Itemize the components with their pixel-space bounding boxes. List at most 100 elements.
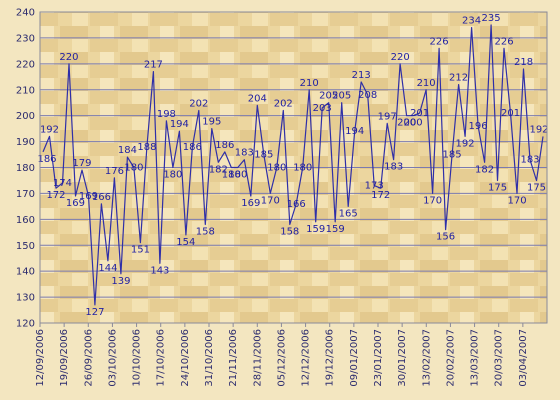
data-label: 226 [494,36,513,47]
x-tick-label: 31/10/2006 [204,329,215,387]
x-tick-label: 20/02/2007 [445,329,456,387]
data-label: 180 [222,170,241,181]
x-tick-label: 10/10/2006 [132,329,143,387]
data-label: 166 [92,192,111,203]
data-label: 201 [410,108,429,119]
data-label: 202 [189,98,208,109]
data-label: 205 [332,91,351,102]
data-label: 220 [391,52,410,63]
x-tick-label: 03/10/2006 [107,329,118,387]
data-label: 235 [482,13,501,24]
data-label: 185 [443,150,462,161]
data-label: 210 [300,78,319,89]
data-label: 184 [118,145,137,156]
x-tick-label: 05/12/2006 [276,329,287,387]
data-label: 201 [501,108,520,119]
data-label: 183 [520,155,539,166]
data-label: 194 [345,126,364,137]
data-label: 174 [53,178,72,189]
y-tick-label: 190 [16,137,35,148]
data-label: 170 [423,195,442,206]
data-label: 151 [131,245,150,256]
data-label: 170 [507,195,526,206]
data-label: 188 [137,142,156,153]
data-label: 180 [124,163,143,174]
data-label: 192 [456,138,475,149]
data-label: 182 [209,164,228,175]
x-tick-label: 24/10/2006 [180,329,191,387]
data-label: 158 [280,227,299,238]
data-label: 213 [352,70,371,81]
data-label: 169 [79,191,98,202]
x-tick-label: 09/01/2007 [349,329,360,387]
data-label: 192 [529,124,548,135]
data-label: 176 [105,166,124,177]
y-tick-label: 150 [16,241,35,252]
x-tick-label: 28/11/2006 [252,329,263,387]
x-tick-label: 23/01/2007 [373,329,384,387]
data-label: 186 [37,154,56,165]
data-label: 200 [404,118,423,129]
y-tick-label: 200 [16,111,35,122]
y-tick-label: 240 [16,8,35,19]
data-label: 143 [150,265,169,276]
data-label: 204 [248,93,267,104]
data-label: 166 [287,199,306,210]
data-label: 197 [378,111,397,122]
data-label: 169 [241,198,260,209]
x-tick-label: 20/03/2007 [494,329,505,387]
y-tick-label: 160 [16,215,35,226]
x-tick-label: 30/01/2007 [397,329,408,387]
data-label: 169 [66,198,85,209]
x-tick-label: 12/12/2006 [301,329,312,387]
data-label: 159 [306,224,325,235]
data-label: 180 [228,170,247,181]
data-label: 218 [514,57,533,68]
data-label: 202 [274,98,293,109]
y-tick-label: 140 [16,267,35,278]
data-label: 192 [40,124,59,135]
y-tick-label: 170 [16,189,35,200]
data-label: 172 [371,190,390,201]
data-label: 220 [59,52,78,63]
data-label: 182 [475,164,494,175]
chart-frame [39,11,548,324]
data-label: 183 [235,148,254,159]
x-tick-label: 19/12/2006 [325,329,336,387]
y-tick-label: 230 [16,33,35,44]
x-tick-label: 12/09/2006 [35,329,46,387]
data-label: 154 [176,237,195,248]
data-label: 196 [469,121,488,132]
data-label: 212 [449,73,468,84]
x-tick-label: 26/09/2006 [83,329,94,387]
data-labels-group: 186 192 172 174 220 169 179 169 127 166 144 176 139 1… [37,13,548,318]
x-tick-label: 17/10/2006 [156,329,167,387]
data-label: 234 [462,16,481,27]
data-label: 185 [254,150,273,161]
y-tick-label: 120 [16,319,35,330]
data-label: 159 [326,224,345,235]
data-label: 144 [98,263,117,274]
x-axis: 12/09/2006 19/09/2006 26/09/2006 03/10/2006… [35,323,529,387]
data-label: 186 [183,142,202,153]
data-label: 226 [430,36,449,47]
data-label: 180 [163,170,182,181]
data-label: 127 [85,307,104,318]
y-tick-label: 220 [16,59,35,70]
y-axis: 120 130 140 150 160 170 180 190 200 210 220 230 240 [16,8,35,330]
data-label: 208 [358,90,377,101]
data-label: 158 [196,227,215,238]
data-label: 203 [313,103,332,114]
data-label: 183 [384,162,403,173]
series-group [42,24,544,306]
data-label: 179 [72,158,91,169]
data-label: 175 [488,182,507,193]
data-label: 180 [267,163,286,174]
data-label: 217 [144,60,163,71]
data-label: 175 [527,182,546,193]
data-label: 156 [436,232,455,243]
data-label: 139 [111,276,130,287]
y-tick-label: 130 [16,293,35,304]
